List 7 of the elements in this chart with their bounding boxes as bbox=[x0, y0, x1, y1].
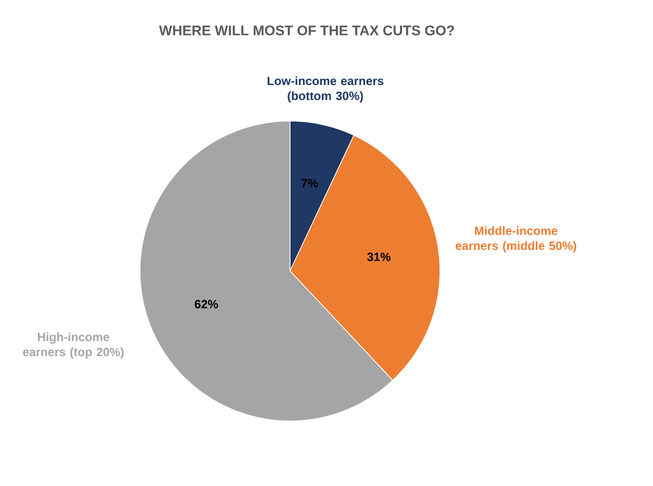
slice-label: Low-income earners (bottom 30%) bbox=[268, 76, 384, 102]
data-label: 7% bbox=[302, 178, 318, 188]
data-label: 31% bbox=[367, 252, 391, 262]
data-label: 62% bbox=[194, 300, 218, 308]
chart-title: WHERE WILL MOST OF THE TAX CUTS GO? bbox=[159, 25, 454, 36]
slice-label: Middle-income earners (middle 50%) bbox=[456, 226, 576, 252]
slice-label: High-income earners (top 20%) bbox=[23, 332, 124, 359]
